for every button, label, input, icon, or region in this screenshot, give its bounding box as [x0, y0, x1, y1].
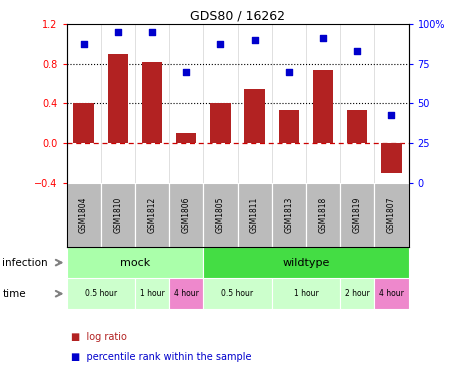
Bar [340, 183, 374, 247]
Bar [347, 111, 368, 143]
Bar [107, 54, 128, 143]
Bar [374, 278, 408, 309]
Point [217, 42, 224, 48]
Point [251, 37, 258, 43]
Bar [142, 61, 162, 143]
Bar [244, 89, 265, 143]
Text: ■  percentile rank within the sample: ■ percentile rank within the sample [71, 352, 252, 362]
Bar [101, 183, 135, 247]
Text: 1 hour: 1 hour [140, 289, 164, 298]
Point [388, 112, 395, 117]
Text: 1 hour: 1 hour [294, 289, 318, 298]
Bar [135, 183, 169, 247]
Text: mock: mock [120, 258, 150, 268]
Text: 0.5 hour: 0.5 hour [221, 289, 254, 298]
Bar [278, 111, 299, 143]
Text: GSM1818: GSM1818 [319, 197, 327, 233]
Point [353, 48, 361, 54]
Point [319, 35, 327, 41]
Bar [169, 278, 203, 309]
Text: GSM1806: GSM1806 [182, 197, 190, 233]
Text: GSM1805: GSM1805 [216, 197, 225, 233]
Bar [313, 70, 333, 143]
Bar [73, 103, 94, 143]
Point [80, 42, 87, 48]
Bar [210, 103, 231, 143]
Bar [374, 183, 408, 247]
Bar [272, 183, 306, 247]
Bar [66, 183, 101, 247]
Point [182, 69, 190, 75]
Title: GDS80 / 16262: GDS80 / 16262 [190, 10, 285, 23]
Text: GSM1819: GSM1819 [353, 197, 361, 233]
Text: wildtype: wildtype [282, 258, 330, 268]
Text: GSM1813: GSM1813 [285, 197, 293, 233]
Bar [340, 278, 374, 309]
Text: GSM1804: GSM1804 [79, 197, 88, 233]
Text: GSM1807: GSM1807 [387, 197, 396, 233]
Bar [176, 133, 197, 143]
Bar [272, 278, 340, 309]
Bar [203, 278, 272, 309]
Text: time: time [2, 289, 26, 299]
Text: GSM1812: GSM1812 [148, 197, 156, 233]
Text: 2 hour: 2 hour [345, 289, 370, 298]
Bar [66, 247, 203, 278]
Text: ■  log ratio: ■ log ratio [71, 332, 127, 342]
Text: 4 hour: 4 hour [174, 289, 199, 298]
Text: 0.5 hour: 0.5 hour [85, 289, 117, 298]
Point [148, 29, 156, 35]
Text: 4 hour: 4 hour [379, 289, 404, 298]
Point [285, 69, 293, 75]
Text: infection: infection [2, 258, 48, 268]
Text: GSM1810: GSM1810 [114, 197, 122, 233]
Bar [203, 247, 408, 278]
Bar [203, 183, 238, 247]
Bar [381, 143, 402, 173]
Text: GSM1811: GSM1811 [250, 197, 259, 233]
Bar [306, 183, 340, 247]
Point [114, 29, 122, 35]
Bar [66, 278, 135, 309]
Bar [238, 183, 272, 247]
Bar [169, 183, 203, 247]
Bar [135, 278, 169, 309]
